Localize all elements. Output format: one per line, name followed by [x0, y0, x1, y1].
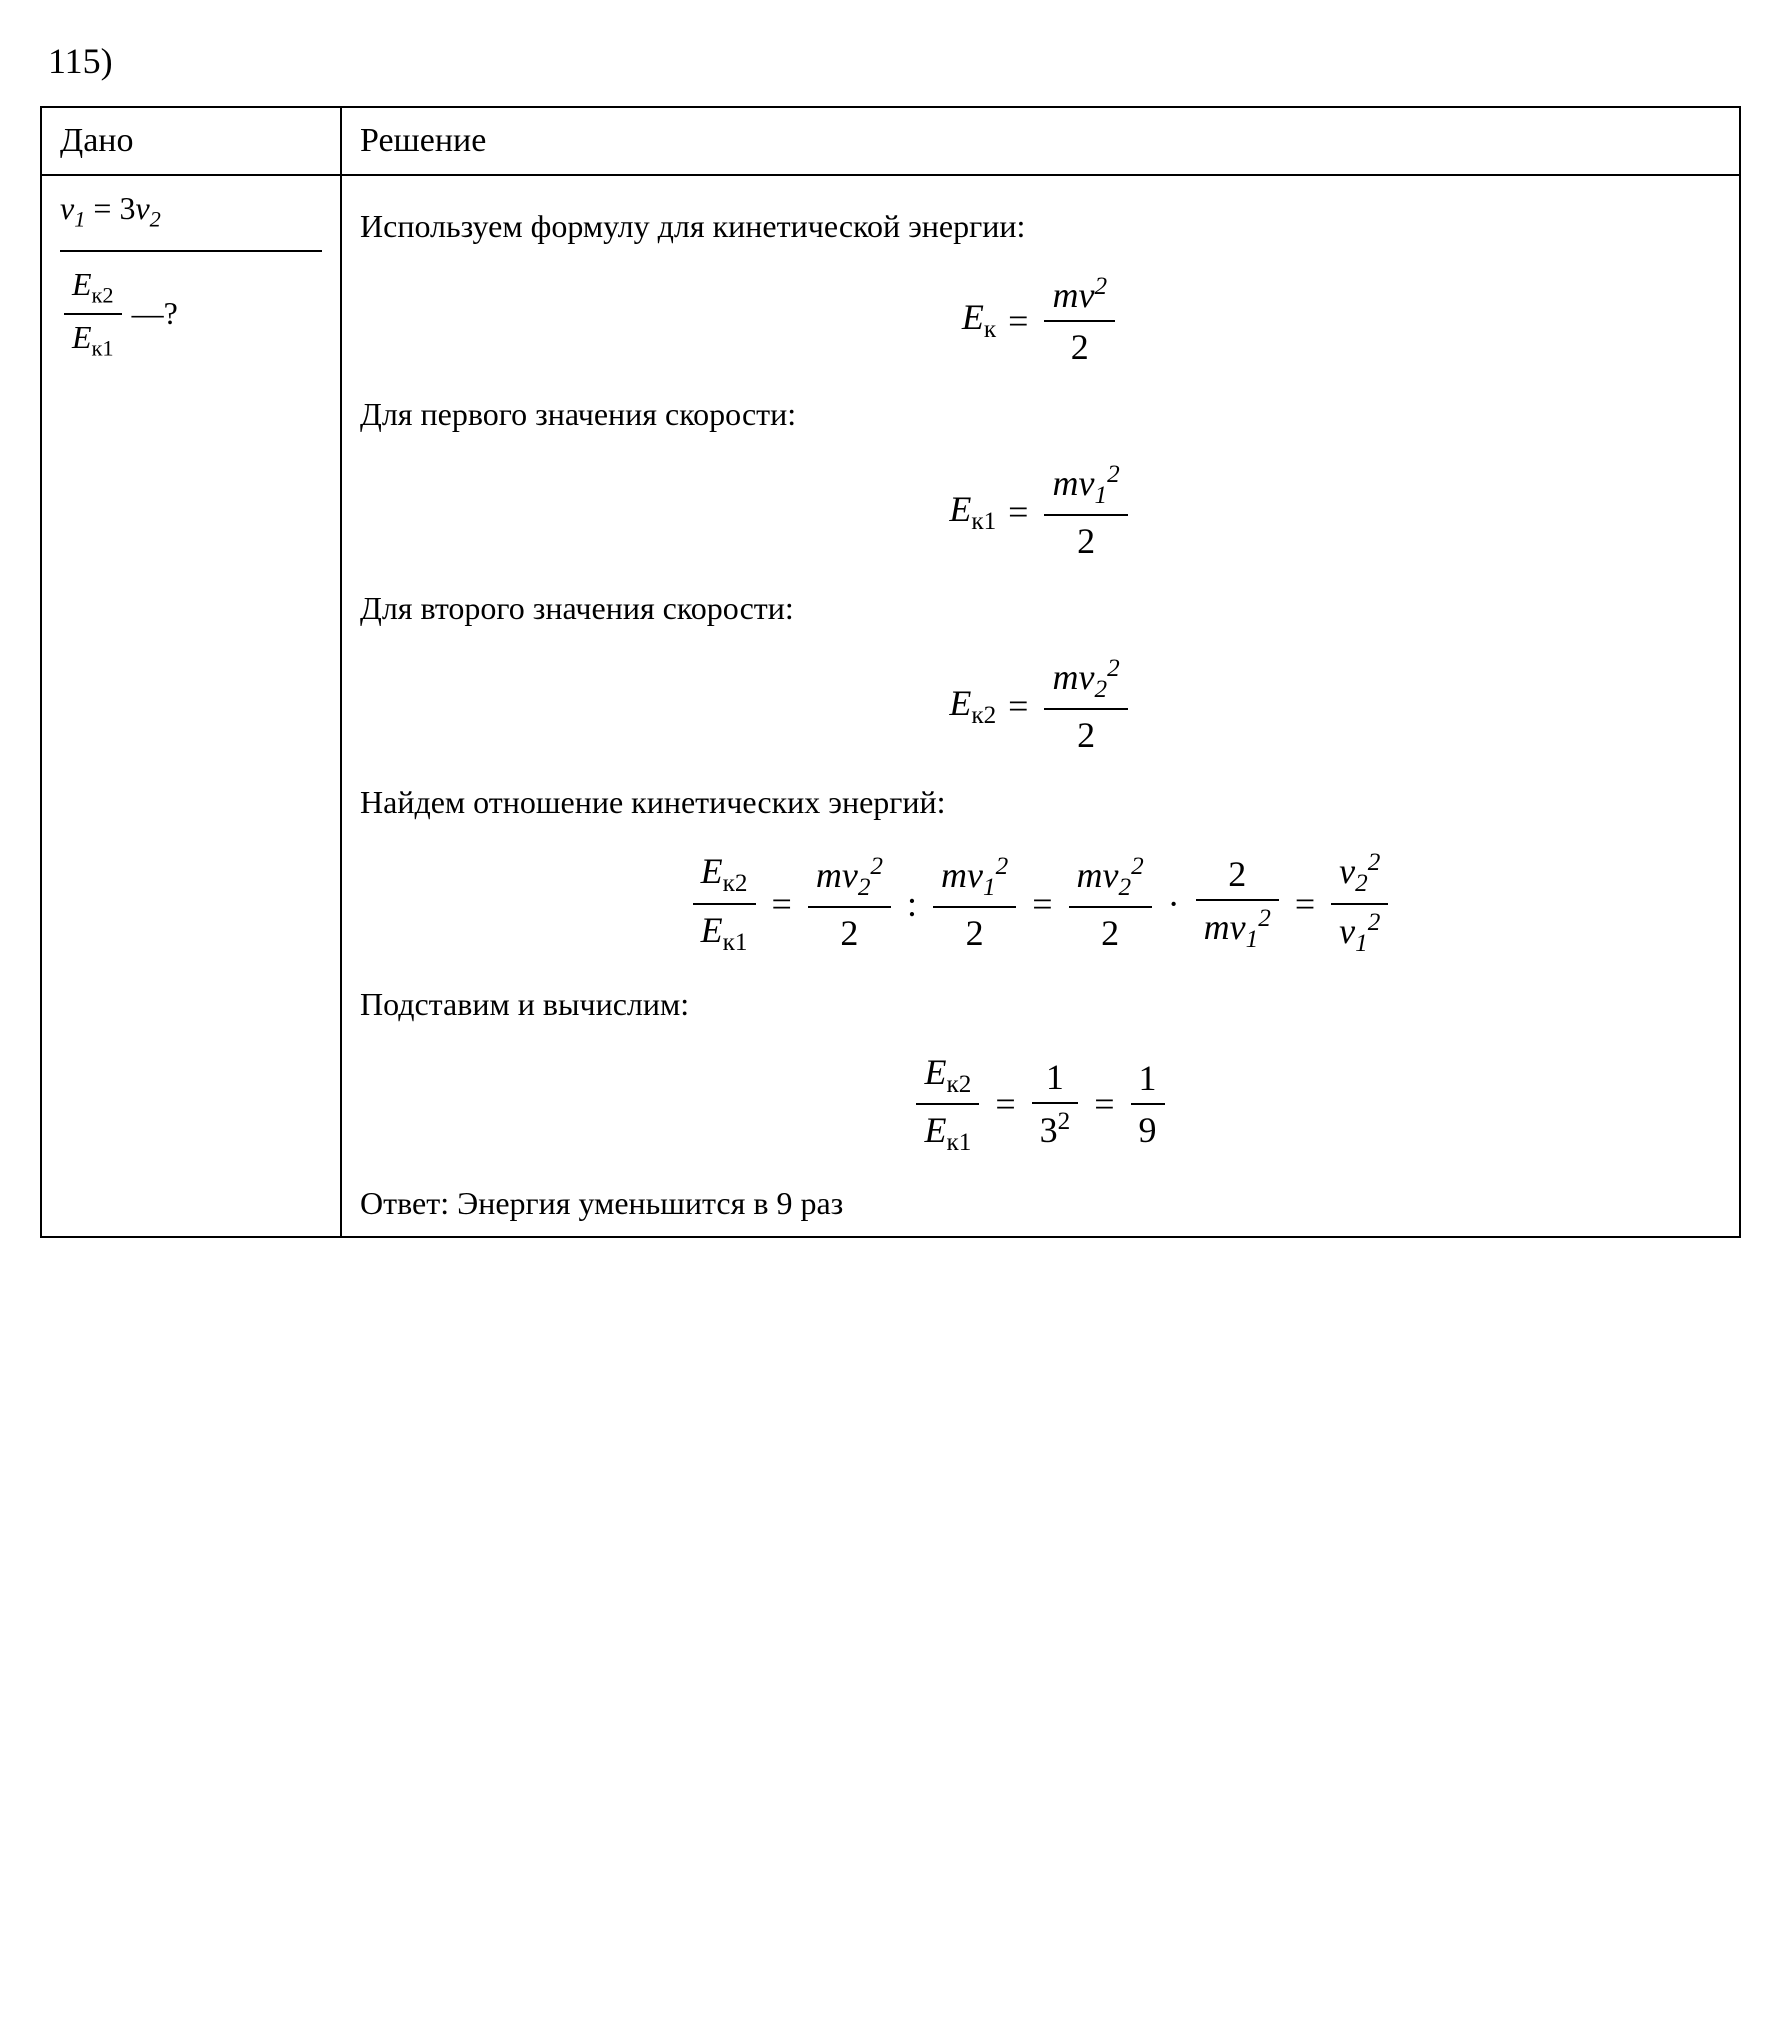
first-speed-text: Для первого значения скорости: — [360, 396, 1721, 433]
eq-3: = 3 — [93, 190, 135, 226]
r-t3-den: 2 — [1069, 908, 1152, 954]
ek2-v: v — [1078, 657, 1094, 697]
ek1-vsub: 1 — [1094, 482, 1107, 509]
ek1-den: 2 — [1044, 516, 1127, 562]
ek1-var: E — [949, 489, 971, 529]
r-t2-m: m — [941, 855, 967, 895]
r-t5-dv: v — [1339, 911, 1355, 951]
answer-line: Ответ: Энергия уменьшится в 9 раз — [360, 1185, 1721, 1222]
header-given: Дано — [41, 107, 341, 175]
r-t1-v: v — [842, 855, 858, 895]
given-relation: v1 = 3v2 — [60, 190, 322, 252]
r-t5-nv: v — [1339, 851, 1355, 891]
r-lhs-den-sub: к1 — [723, 929, 748, 956]
res-mid-den-sup: 2 — [1058, 1108, 1071, 1135]
formula-ek: Eк = mv2 2 — [360, 273, 1721, 368]
given-cell: v1 = 3v2 Eк2 Eк1 —? — [41, 175, 341, 1237]
res-lhs-den-e: E — [924, 1110, 946, 1150]
solution-table: Дано Решение v1 = 3v2 Eк2 Eк1 —? Использ… — [40, 106, 1741, 1238]
ek2-sup: 2 — [1107, 655, 1120, 682]
find-num-sub: к2 — [92, 283, 114, 308]
r-lhs-num-e: E — [701, 851, 723, 891]
intro-text: Используем формулу для кинетической энер… — [360, 208, 1721, 245]
r-t5-dsup: 2 — [1368, 909, 1381, 936]
var-v1: v — [60, 190, 74, 226]
res-lhs-num-e: E — [924, 1052, 946, 1092]
table-header-row: Дано Решение — [41, 107, 1740, 175]
var-v2: v — [135, 190, 149, 226]
ek-var: E — [962, 297, 984, 337]
ek-num-sup: 2 — [1094, 273, 1107, 300]
r-t3-sup: 2 — [1131, 853, 1144, 880]
res-fin-num: 1 — [1131, 1057, 1165, 1105]
formula-ek1: Eк1 = mv12 2 — [360, 461, 1721, 562]
r-t1-m: m — [816, 855, 842, 895]
r-t1-sup: 2 — [870, 853, 883, 880]
sub-2: 2 — [150, 206, 161, 231]
result-formula: Eк2 Eк1 = 1 32 = 1 9 — [360, 1051, 1721, 1157]
ek2-den: 2 — [1044, 710, 1127, 756]
r-t2-vsub: 1 — [983, 874, 996, 901]
ek2-m: m — [1052, 657, 1078, 697]
r-lhs-den-e: E — [701, 910, 723, 950]
header-solution: Решение — [341, 107, 1740, 175]
r-t3-m: m — [1077, 855, 1103, 895]
ek1-sub: к1 — [971, 508, 996, 535]
r-t2-sup: 2 — [996, 853, 1009, 880]
answer-label: Ответ: — [360, 1185, 457, 1221]
r-t3-v: v — [1103, 855, 1119, 895]
r-t4-m: m — [1204, 907, 1230, 947]
table-content-row: v1 = 3v2 Eк2 Eк1 —? Используем формулу д… — [41, 175, 1740, 1237]
r-t4-v: v — [1230, 907, 1246, 947]
r-t2-den: 2 — [933, 908, 1016, 954]
r-t4-sup: 2 — [1258, 905, 1271, 932]
find-num-e: E — [72, 266, 92, 302]
r-t5-dvsub: 1 — [1355, 930, 1368, 957]
r-t5-nvsub: 2 — [1355, 871, 1368, 898]
problem-number: 115) — [40, 40, 1741, 82]
r-t5-nsup: 2 — [1368, 849, 1381, 876]
find-question: —? — [132, 295, 178, 332]
res-mid-num: 1 — [1032, 1056, 1079, 1104]
res-lhs-num-sub: к2 — [946, 1071, 971, 1098]
substitute-text: Подставим и вычислим: — [360, 986, 1721, 1023]
ek2-vsub: 2 — [1094, 676, 1107, 703]
solution-cell: Используем формулу для кинетической энер… — [341, 175, 1740, 1237]
find-den-e: E — [72, 319, 92, 355]
r-t1-den: 2 — [808, 908, 891, 954]
ek-den: 2 — [1044, 322, 1115, 368]
ratio-formula: Eк2 Eк1 = mv22 2 : mv12 2 = mv22 — [360, 849, 1721, 957]
r-t3-vsub: 2 — [1118, 874, 1131, 901]
r-t4-num: 2 — [1196, 853, 1279, 901]
formula-ek2: Eк2 = mv22 2 — [360, 655, 1721, 756]
ratio-text: Найдем отношение кинетических энергий: — [360, 784, 1721, 821]
ek-sub: к — [984, 317, 996, 344]
find-den-sub: к1 — [92, 335, 114, 360]
r-t2-v: v — [967, 855, 983, 895]
ek2-var: E — [949, 683, 971, 723]
second-speed-text: Для второго значения скорости: — [360, 590, 1721, 627]
res-fin-den: 9 — [1131, 1105, 1165, 1151]
ek1-m: m — [1052, 463, 1078, 503]
r-t1-vsub: 2 — [858, 874, 871, 901]
ek1-v: v — [1078, 463, 1094, 503]
ek1-sup: 2 — [1107, 461, 1120, 488]
ek2-sub: к2 — [971, 702, 996, 729]
find-expression: Eк2 Eк1 —? — [60, 266, 322, 361]
answer-text: Энергия уменьшится в 9 раз — [457, 1185, 843, 1221]
sub-1: 1 — [74, 206, 85, 231]
r-t4-vsub: 1 — [1246, 926, 1259, 953]
r-lhs-num-sub: к2 — [723, 871, 748, 898]
res-lhs-den-sub: к1 — [946, 1129, 971, 1156]
res-mid-den-base: 3 — [1040, 1110, 1058, 1150]
ek-num: mv — [1052, 275, 1094, 315]
